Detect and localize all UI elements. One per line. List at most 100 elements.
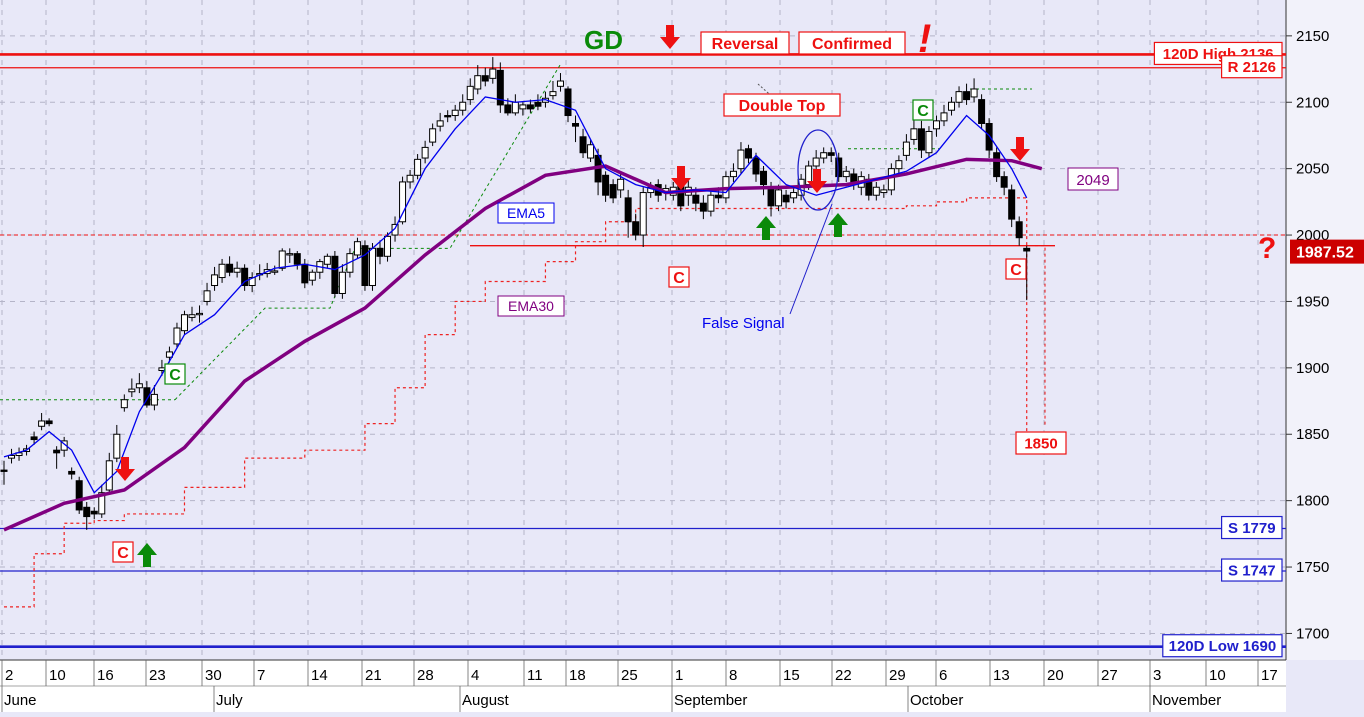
- x-tick-label: 16: [97, 667, 114, 684]
- candle-body: [188, 314, 196, 318]
- month-label: June: [4, 692, 37, 709]
- x-tick-label: 21: [365, 667, 382, 684]
- c-marker-red-box: [112, 541, 134, 563]
- candle-body: [414, 158, 422, 176]
- candle-body: [910, 128, 918, 140]
- candle-body: [120, 399, 128, 409]
- candle-body: [429, 128, 437, 143]
- candle-body: [835, 157, 843, 178]
- x-tick-label: 20: [1047, 667, 1064, 684]
- candle-body: [993, 152, 1001, 178]
- candle-body: [1008, 189, 1016, 220]
- c-marker-green: C: [912, 99, 934, 121]
- x-tick-label: 10: [1209, 667, 1226, 684]
- candle-body: [459, 101, 467, 111]
- y-tick-label: 1900: [1296, 360, 1329, 377]
- candle-body: [68, 470, 76, 475]
- candle-body: [278, 250, 286, 269]
- c-marker-red: C: [668, 266, 690, 288]
- candle-body: [511, 101, 519, 114]
- question-label: ?: [1258, 232, 1276, 265]
- candle-body: [30, 436, 38, 441]
- buy-arrow-icon: [137, 543, 157, 567]
- x-tick-label: 4: [471, 667, 479, 684]
- x-tick-label: 28: [417, 667, 434, 684]
- x-tick-label: 10: [49, 667, 66, 684]
- candle-body: [361, 245, 369, 287]
- candle-body: [60, 440, 68, 451]
- candle-body: [572, 123, 580, 127]
- candle-body: [286, 253, 294, 256]
- level-label-box: [1220, 55, 1283, 79]
- candle-body: [767, 186, 775, 207]
- ema30-label-box: [497, 295, 565, 317]
- x-tick-label: 25: [621, 667, 638, 684]
- candle-body: [203, 290, 211, 302]
- candle-body: [624, 197, 632, 223]
- y-tick-label: 2100: [1296, 94, 1329, 111]
- x-tick-label: 17: [1261, 667, 1278, 684]
- candle-body: [812, 157, 820, 167]
- candle-body: [632, 221, 640, 236]
- gd-label: GD: [584, 25, 623, 55]
- candle-body: [587, 144, 595, 159]
- candle-body: [83, 506, 91, 518]
- c-marker-red-text: C: [117, 545, 129, 562]
- x-tick-label: 27: [1101, 667, 1118, 684]
- y-tick-label: 1750: [1296, 559, 1329, 576]
- candle-body: [143, 387, 151, 406]
- c-marker-red-text: C: [673, 270, 685, 287]
- x-tick-label: 11: [527, 667, 543, 684]
- candle-body: [880, 189, 888, 194]
- candle-body: [271, 270, 279, 273]
- x-tick-label: 22: [835, 667, 852, 684]
- candle-body: [526, 104, 534, 110]
- candle-body: [38, 420, 46, 427]
- candle-body: [1015, 221, 1023, 239]
- month-label: September: [674, 692, 747, 709]
- candle-body: [782, 194, 790, 203]
- candle-body: [639, 192, 647, 236]
- x-tick-label: 6: [939, 667, 947, 684]
- x-tick-label: 15: [783, 667, 800, 684]
- candle-body: [692, 194, 700, 204]
- y-tick-label: 1700: [1296, 625, 1329, 642]
- candle-body: [948, 101, 956, 111]
- candle-body: [519, 104, 527, 110]
- candle-body: [180, 314, 188, 332]
- false-signal-label: False Signal: [702, 315, 785, 332]
- candle-body: [150, 393, 158, 406]
- confirmed-label-box: [798, 31, 906, 55]
- x-tick-label: 18: [569, 667, 586, 684]
- sell-arrow-icon: [671, 166, 691, 190]
- candle-body: [436, 120, 444, 127]
- target-1850-label: 1850: [1015, 431, 1067, 455]
- candle-body: [714, 194, 722, 199]
- candle-body: [105, 460, 113, 491]
- ema30-line: [3, 157, 1043, 532]
- candle-body: [564, 88, 572, 117]
- ema30-label: EMA30: [497, 295, 565, 317]
- candle-body: [496, 69, 504, 106]
- last-price-value: 1987.52: [1296, 245, 1354, 262]
- candle-body: [53, 449, 61, 454]
- x-tick-label: 1: [675, 667, 683, 684]
- candle-body: [895, 160, 903, 170]
- candle-body: [729, 170, 737, 178]
- candle-body: [609, 184, 617, 199]
- candle-body: [165, 351, 173, 358]
- level-label-text: R 2126: [1228, 59, 1276, 76]
- candle-body: [549, 91, 557, 97]
- y-tick-label: 2150: [1296, 28, 1329, 45]
- x-tick-label: 30: [205, 667, 222, 684]
- candle-body: [955, 91, 963, 103]
- candle-body: [932, 120, 940, 130]
- exclamation-label: !: [918, 17, 931, 61]
- level-label-text: S 1747: [1228, 562, 1276, 579]
- candle-body: [925, 130, 933, 154]
- c-marker-red-box: [1005, 258, 1027, 280]
- c-marker-green-text: C: [917, 103, 929, 120]
